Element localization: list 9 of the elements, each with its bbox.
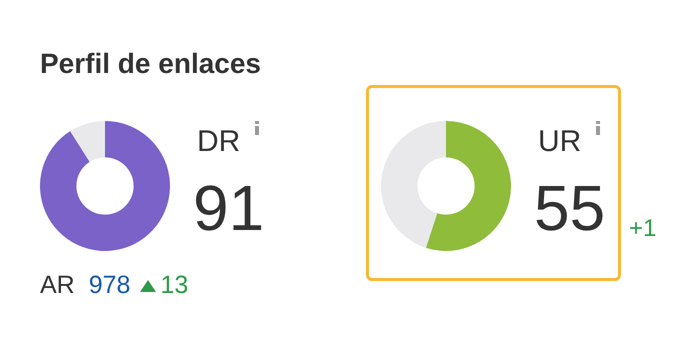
- text: 978: [88, 271, 130, 300]
- chart-title: DR: [197, 125, 240, 158]
- data-label: 55: [534, 172, 606, 244]
- text: +1: [629, 215, 656, 243]
- chart-title: UR: [538, 125, 582, 158]
- text: Perfil de enlaces: [40, 48, 262, 80]
- data-label: 91: [193, 172, 264, 244]
- text: 13: [160, 271, 188, 300]
- text: AR: [40, 271, 75, 300]
